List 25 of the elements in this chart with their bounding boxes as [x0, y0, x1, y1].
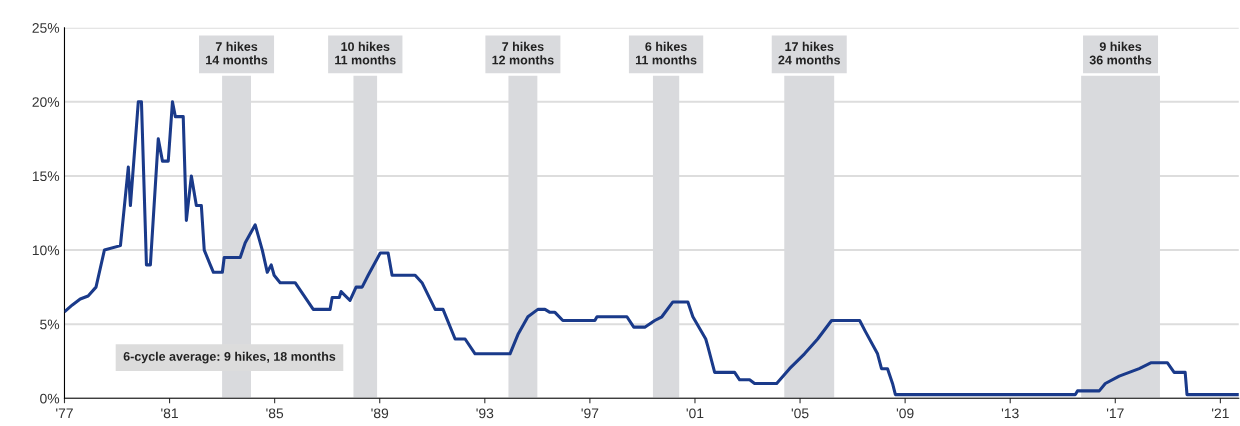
y-tick-label: 10%: [32, 245, 60, 256]
band-label: 7 hikes 12 months: [492, 41, 554, 65]
y-tick-label: 15%: [32, 171, 60, 182]
x-tick-label: '01: [686, 408, 704, 419]
x-tick-label: '93: [476, 408, 494, 419]
x-tick-label: '89: [371, 408, 389, 419]
band-label: 6 hikes 11 months: [635, 41, 697, 65]
y-tick-label: 20%: [32, 97, 60, 107]
y-tick-label: 25%: [32, 23, 60, 33]
band-label: 17 hikes 24 months: [778, 41, 840, 65]
x-tick-label: '97: [581, 408, 599, 419]
y-tick-label: 0%: [40, 393, 60, 404]
annotation: 6-cycle average: 9 hikes, 18 months: [123, 351, 336, 364]
band-label: 9 hikes 36 months: [1089, 41, 1152, 65]
x-tick-label: '85: [266, 408, 284, 419]
x-tick-label: '21: [1212, 408, 1229, 419]
band-label: 7 hikes 14 months: [206, 41, 268, 65]
y-tick-label: 5%: [40, 319, 60, 330]
x-tick-label: '77: [56, 408, 73, 419]
x-tick-label: '05: [791, 408, 809, 419]
x-tick-label: '09: [896, 408, 914, 419]
x-tick-label: '17: [1106, 408, 1124, 419]
band-label: 10 hikes 11 months: [335, 41, 396, 65]
x-tick-label: '81: [161, 408, 178, 419]
x-tick-label: '13: [1001, 408, 1019, 419]
